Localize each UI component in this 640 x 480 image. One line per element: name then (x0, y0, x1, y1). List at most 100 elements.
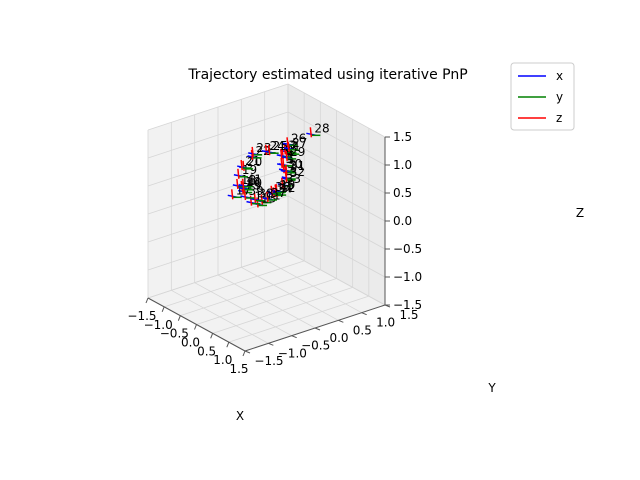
pose-z-axis (250, 149, 254, 160)
legend-label-y: y (556, 90, 563, 104)
grid-lines (147, 83, 386, 352)
z-axis-title: Z (576, 206, 584, 220)
grid-line-z-back (287, 111, 386, 166)
pose-29: 29 (282, 145, 305, 161)
pose-label: 25 (273, 139, 288, 153)
y-axis-title: Y (487, 381, 496, 395)
x-tick-label: −0.5 (160, 327, 189, 341)
x-tick-label: 1.5 (229, 362, 248, 376)
legend: xyz (510, 62, 575, 131)
pose-label: 27 (292, 136, 307, 150)
pose-27: 27 (283, 136, 307, 152)
x-tick-mark (226, 341, 230, 348)
pose-z-axis (267, 145, 271, 156)
x-tick-mark (242, 350, 246, 357)
grid-line-y-floor (264, 259, 362, 314)
y-tick-mark (384, 304, 391, 308)
pose-label: 35 (279, 179, 294, 193)
y-tick-label: −0.5 (301, 339, 330, 353)
z-tick-label: 0.0 (393, 214, 412, 228)
pose-z-axis (231, 189, 234, 200)
pose-z-axis (256, 197, 259, 208)
pose-28: 28 (306, 121, 330, 138)
pose-z-axis (237, 168, 240, 179)
pose-label: 37 (271, 186, 286, 200)
pose-30: 30 (278, 157, 302, 174)
pose-label: 33 (286, 172, 301, 186)
pose-z-axis (281, 177, 284, 188)
y-tick-label: −1.5 (254, 354, 283, 368)
y-tick-label: 1.0 (376, 316, 395, 330)
pose-35: 35 (271, 179, 294, 195)
grid-line-z-left (147, 111, 289, 159)
pose-z-axis (260, 194, 264, 205)
x-tick-mark (210, 333, 214, 339)
pose-36: 36 (267, 180, 290, 196)
legend-label-x: x (556, 69, 563, 83)
pose-label: 16 (245, 175, 260, 189)
pose-z-axis (280, 148, 283, 159)
pose-32: 32 (281, 165, 305, 182)
pose-38: 38 (250, 187, 274, 203)
x-tick-label: 1.0 (213, 353, 232, 367)
y-tick-mark (244, 350, 251, 354)
pose-label: 26 (291, 131, 306, 145)
pose-z-axis (236, 178, 239, 189)
pose-19: 19 (233, 163, 257, 179)
pose-z-axis (253, 192, 257, 203)
x-axis-title: X (236, 409, 244, 423)
pose-33: 33 (277, 172, 301, 188)
pose-label: 32 (290, 165, 305, 179)
pose-z-axis (283, 144, 287, 155)
x-tick-label: 0.5 (197, 344, 216, 358)
pose-label: 7 (289, 159, 297, 173)
pose-label: 39 (248, 184, 263, 198)
pose-label: 24 (270, 139, 285, 153)
y-tick-label: −1.0 (278, 346, 307, 360)
y-tick-label: 0.0 (329, 331, 348, 345)
pose-label: 38 (258, 187, 273, 201)
grid-line-z-left (147, 83, 289, 131)
pose-label: 29 (290, 145, 305, 159)
pose-z-axis (266, 191, 269, 203)
grid-line-z-back (287, 83, 386, 138)
y-tick-mark (314, 327, 321, 331)
x-tick-mark (161, 306, 165, 313)
pose-z-axis (270, 185, 273, 196)
pose-label: 1 (293, 140, 301, 154)
z-tick-label: −0.5 (393, 242, 422, 256)
z-tick-label: −1.0 (393, 270, 422, 284)
y-tick-label: 1.5 (399, 308, 418, 322)
pose-z-axis (251, 146, 254, 157)
x-tick-mark (145, 297, 149, 304)
y-tick-label: 0.5 (353, 323, 372, 337)
pose-z-axis (240, 159, 243, 171)
z-tick-label: −1.5 (393, 298, 422, 312)
pose-25: 25 (264, 139, 288, 156)
pose-z-axis (309, 127, 313, 138)
pose-z-axis (264, 144, 268, 155)
pose-label: 41 (247, 173, 262, 187)
pose-z-axis (241, 178, 245, 189)
pose-label: 19 (242, 163, 257, 177)
pose-label: 28 (314, 121, 329, 135)
y-tick-mark (361, 312, 367, 316)
pose-z-axis (242, 160, 245, 171)
pose-39: 39 (240, 184, 264, 201)
z-tick-label: 0.5 (393, 186, 412, 200)
x-tick-label: −1.5 (127, 309, 156, 323)
z-tick-label: 1.0 (393, 158, 412, 172)
pose-z-axis (285, 170, 288, 182)
chart-title: Trajectory estimated using iterative PnP (187, 67, 467, 83)
pose-label: 10 (280, 178, 295, 192)
pose-markers: 1234567891011121314151617181920212223242… (227, 121, 330, 208)
pose-z-axis (285, 150, 288, 161)
x-tick-label: 0.0 (181, 336, 200, 350)
pose-37: 37 (262, 186, 286, 203)
pose-label: 30 (287, 157, 302, 171)
x-tick-mark (177, 315, 181, 321)
tick-labels: −1.5−1.5−1.5−1.0−1.0−1.0−0.5−0.5−0.50.0 0… (127, 130, 422, 376)
x-tick-label: −1.0 (144, 318, 173, 332)
pose-z-axis (280, 157, 283, 168)
legend-label-z: z (556, 111, 562, 125)
